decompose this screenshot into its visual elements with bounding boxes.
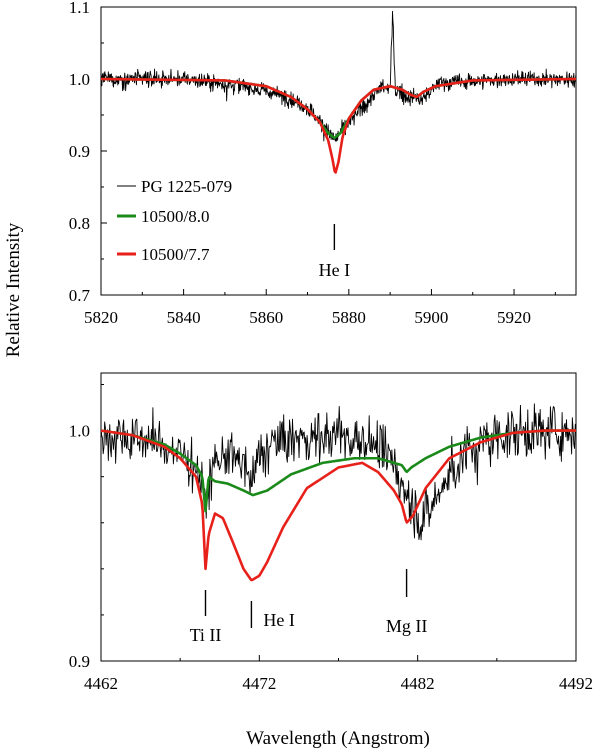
bottom-x-tick-label: 4482 — [401, 674, 435, 693]
bottom-model-8-0-line — [101, 429, 576, 513]
top-y-tick-label: 0.8 — [69, 214, 90, 233]
top-model-8-0-line — [101, 77, 576, 140]
bottom-annotation-label: Ti II — [190, 625, 222, 645]
top-annotations: He I — [319, 224, 350, 280]
top-plot-frame: 5820 5840 5860 5880 5900 5920 0.7 0.8 0.9 1.0 1.1 — [69, 0, 577, 327]
top-observed-spectrum — [101, 10, 576, 142]
bottom-plot-frame: 4462 4472 4482 4492 0.9 1.0 — [69, 372, 593, 693]
legend: PG 1225-079 10500/8.0 10500/7.7 — [117, 177, 232, 264]
bottom-observed-spectrum — [101, 403, 576, 541]
top-x-tick-label: 5860 — [249, 308, 283, 327]
legend-label-model-7: 10500/7.7 — [141, 245, 210, 264]
bottom-annotations: Ti II He I Mg II — [190, 569, 428, 645]
top-y-tick-label: 0.7 — [69, 286, 91, 305]
top-x-tick-label: 5920 — [497, 308, 531, 327]
top-x-tick-label: 5840 — [167, 308, 201, 327]
bottom-y-tick-label: 1.0 — [69, 422, 90, 441]
bottom-x-tick-label: 4472 — [242, 674, 276, 693]
bottom-annotation-label: He I — [263, 610, 294, 630]
top-y-tick-label: 0.9 — [69, 142, 90, 161]
panel-top: 5820 5840 5860 5880 5900 59200.70.80.91.01.1 … — [69, 0, 577, 327]
panel-bottom: 4462 4472 4482 4492 0.9 1.0 Ti II He I Mg II — [69, 372, 593, 693]
top-model-7-7-line — [101, 77, 576, 174]
bottom-y-tick-label: 0.9 — [69, 652, 90, 671]
bottom-annotation-label: Mg II — [386, 616, 428, 636]
bottom-x-tick-label: 4462 — [84, 674, 118, 693]
legend-label-model-8: 10500/8.0 — [141, 207, 209, 226]
top-x-tick-label: 5900 — [414, 308, 448, 327]
top-y-tick-label: 1.0 — [69, 70, 90, 89]
top-x-tick-label: 5880 — [332, 308, 366, 327]
top-x-tick-label: 5820 — [84, 308, 118, 327]
y-axis-label: Relative Intensity — [3, 222, 24, 357]
bottom-series-group — [101, 403, 576, 582]
top-series-group — [101, 10, 576, 174]
top-annotation-label: He I — [319, 260, 350, 280]
bottom-model-7-7-line — [101, 429, 576, 582]
bottom-x-tick-label: 4492 — [559, 674, 593, 693]
x-axis-label: Wavelength (Angstrom) — [246, 728, 430, 749]
top-y-tick-label: 1.1 — [69, 0, 90, 17]
legend-label-observed: PG 1225-079 — [141, 177, 232, 196]
